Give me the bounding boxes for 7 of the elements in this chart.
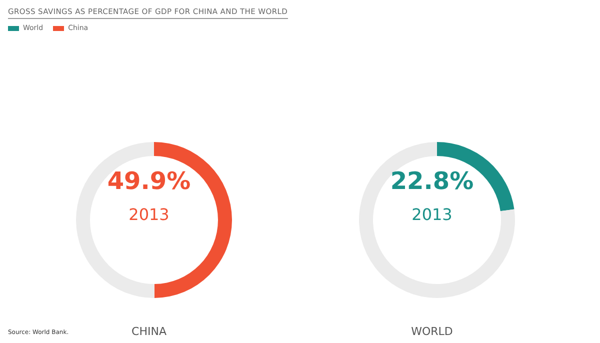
text: 2013	[410, 205, 454, 224]
text: 2013	[128, 205, 170, 224]
donut-slice	[359, 142, 515, 298]
data-label: 49.9%	[106, 167, 192, 195]
data-label: 22.8%	[389, 167, 475, 195]
text: CHINA	[130, 325, 168, 338]
text: WORLD	[410, 325, 454, 338]
